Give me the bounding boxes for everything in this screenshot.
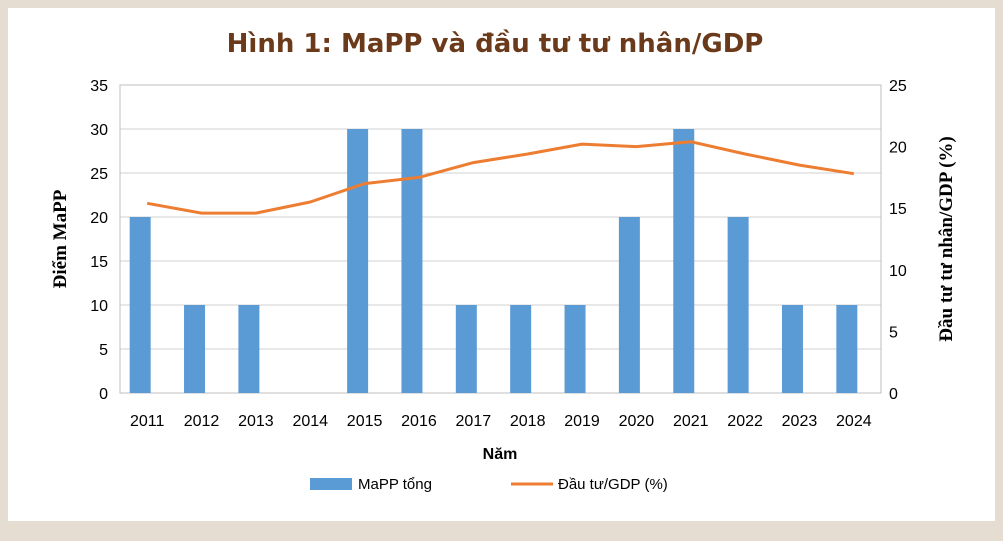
x-tick-label: 2018 bbox=[510, 413, 546, 430]
bar bbox=[347, 129, 369, 393]
x-tick-label: 2011 bbox=[130, 413, 165, 430]
bar bbox=[401, 129, 423, 393]
left-axis-ticks: 0 5 10 15 20 25 30 35 bbox=[90, 78, 108, 403]
x-tick-label: 2013 bbox=[238, 413, 274, 430]
bar bbox=[781, 305, 803, 393]
right-axis-ticks: 0 5 10 15 20 25 bbox=[889, 78, 907, 403]
gridlines bbox=[120, 84, 881, 394]
bar bbox=[836, 305, 858, 393]
x-tick-label: 2021 bbox=[673, 413, 709, 430]
y-tick-label: 10 bbox=[90, 298, 108, 315]
chart-title: Hình 1: MaPP và đầu tư tư nhân/GDP bbox=[227, 28, 764, 59]
legend-label-investment: Đầu tư/GDP (%) bbox=[558, 476, 668, 493]
y2-tick-label: 20 bbox=[889, 140, 907, 157]
x-tick-label: 2017 bbox=[456, 413, 492, 430]
x-tick-label: 2022 bbox=[727, 413, 763, 430]
y-tick-label: 35 bbox=[90, 78, 108, 95]
y-tick-label: 20 bbox=[90, 210, 108, 227]
y-axis-title: Điểm MaPP bbox=[50, 189, 71, 288]
x-tick-label: 2015 bbox=[347, 413, 383, 430]
y2-tick-label: 15 bbox=[889, 201, 907, 218]
bar bbox=[673, 129, 695, 393]
legend: MaPP tổng Đầu tư/GDP (%) bbox=[310, 476, 668, 493]
legend-swatch-mapp bbox=[310, 478, 352, 490]
y2-tick-label: 0 bbox=[889, 386, 898, 403]
x-tick-label: 2016 bbox=[401, 413, 437, 430]
y-tick-label: 15 bbox=[90, 254, 108, 271]
chart-frame: Hình 1: MaPP và đầu tư tư nhân/GDP 0 5 10 1… bbox=[8, 8, 995, 521]
y2-tick-label: 5 bbox=[889, 324, 898, 341]
x-tick-label: 2014 bbox=[292, 413, 328, 430]
bar bbox=[564, 305, 586, 393]
x-tick-label: 2012 bbox=[184, 413, 220, 430]
y2-tick-label: 10 bbox=[889, 263, 907, 280]
bar bbox=[129, 217, 151, 393]
y2-axis-title: Đầu tư tư nhân/GDP (%) bbox=[936, 136, 957, 341]
x-axis-ticks: 2011 2012 2013 2014 2015 2016 2017 2018 2019 2020… bbox=[130, 413, 872, 430]
plot-area-border bbox=[119, 84, 882, 394]
y-tick-label: 30 bbox=[90, 122, 108, 139]
y2-tick-label: 25 bbox=[889, 78, 907, 95]
bar bbox=[727, 217, 749, 393]
line-series-investment bbox=[146, 140, 855, 215]
bar bbox=[238, 305, 260, 393]
bar bbox=[455, 305, 477, 393]
y-tick-label: 25 bbox=[90, 166, 108, 183]
y-tick-label: 5 bbox=[99, 342, 108, 359]
y-tick-label: 0 bbox=[99, 386, 108, 403]
series-line bbox=[146, 140, 855, 215]
bar-series-mapp bbox=[129, 129, 858, 393]
x-axis-title: Năm bbox=[483, 446, 518, 463]
x-tick-label: 2019 bbox=[564, 413, 600, 430]
x-tick-label: 2024 bbox=[836, 413, 872, 430]
chart-canvas: Hình 1: MaPP và đầu tư tư nhân/GDP 0 5 10 1… bbox=[50, 28, 957, 493]
bar bbox=[618, 217, 640, 393]
bar bbox=[184, 305, 206, 393]
legend-label-mapp: MaPP tổng bbox=[358, 476, 432, 493]
bar bbox=[510, 305, 532, 393]
x-tick-label: 2020 bbox=[619, 413, 655, 430]
x-tick-label: 2023 bbox=[782, 413, 818, 430]
